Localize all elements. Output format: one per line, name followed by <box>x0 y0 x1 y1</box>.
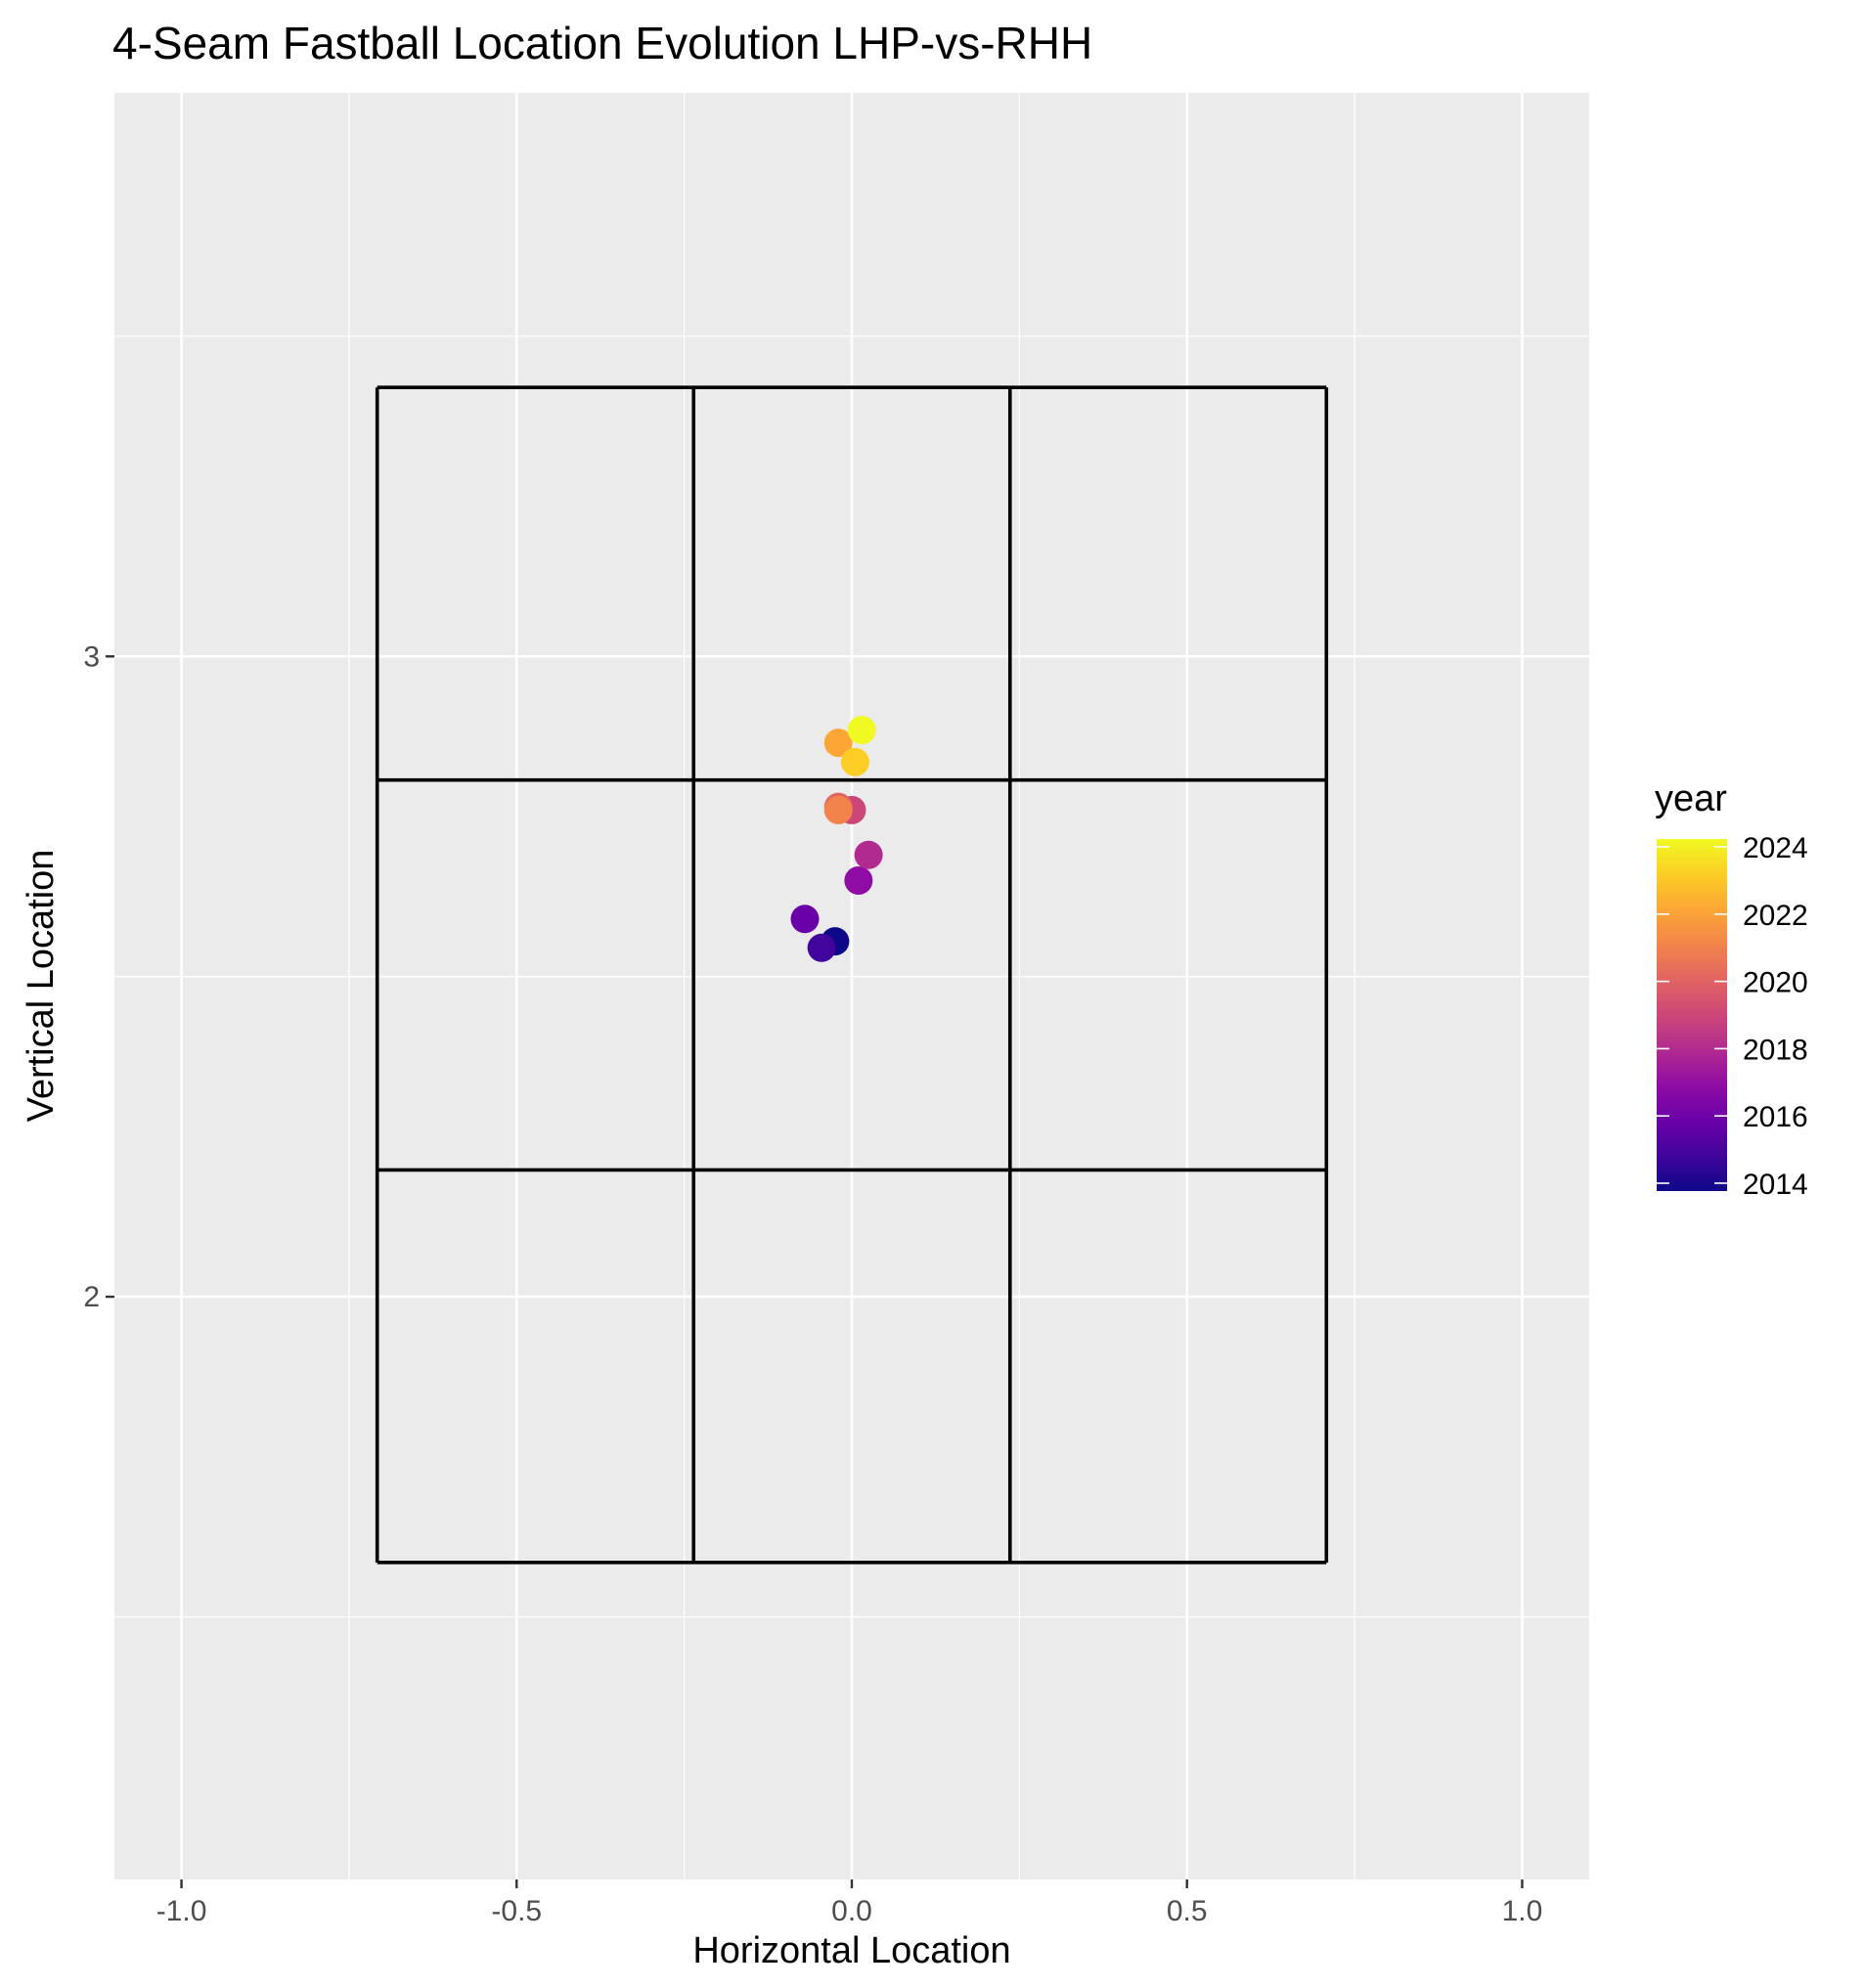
legend-label-2020: 2020 <box>1743 967 1808 999</box>
color-legend: year 2014 2016 2018 2020 2022 2024 <box>1655 778 1808 1201</box>
data-point-2022 <box>823 729 853 758</box>
data-points <box>790 716 883 962</box>
legend-label-2014: 2014 <box>1743 1169 1808 1201</box>
x-tick-label: 0.5 <box>1167 1895 1208 1927</box>
legend-colorbar <box>1657 839 1727 1191</box>
x-axis-title: Horizontal Location <box>692 1930 1010 1971</box>
y-tick-label: 3 <box>83 641 100 673</box>
y-tick-label: 2 <box>83 1281 100 1313</box>
data-point-2017 <box>844 865 873 895</box>
legend-label-2016: 2016 <box>1743 1101 1808 1133</box>
data-point-2015 <box>807 933 836 962</box>
legend-label-2024: 2024 <box>1743 832 1808 864</box>
chart-title: 4-Seam Fastball Location Evolution LHP-v… <box>112 18 1092 68</box>
strike-zone <box>375 385 1329 1565</box>
x-tick-label: -0.5 <box>491 1895 542 1927</box>
data-point-2018 <box>854 840 883 869</box>
x-tick-label: -1.0 <box>156 1895 207 1927</box>
data-point-2023 <box>840 747 869 776</box>
legend-title: year <box>1655 778 1727 819</box>
y-axis-title: Vertical Location <box>21 850 62 1123</box>
data-point-2016 <box>790 905 820 934</box>
legend-ticks: 2014 2016 2018 2020 2022 2024 <box>1657 832 1808 1201</box>
legend-label-2022: 2022 <box>1743 900 1808 932</box>
data-point-2024 <box>847 716 876 745</box>
y-axis-ticks: 23 <box>83 641 114 1313</box>
x-tick-label: 1.0 <box>1502 1895 1543 1927</box>
legend-label-2018: 2018 <box>1743 1034 1808 1066</box>
data-point-2021 <box>823 795 853 824</box>
grid-major <box>114 93 1589 1879</box>
x-tick-label: 0.0 <box>831 1895 872 1927</box>
x-axis-ticks: -1.0 -0.5 0.0 0.5 1.0 <box>156 1879 1543 1927</box>
